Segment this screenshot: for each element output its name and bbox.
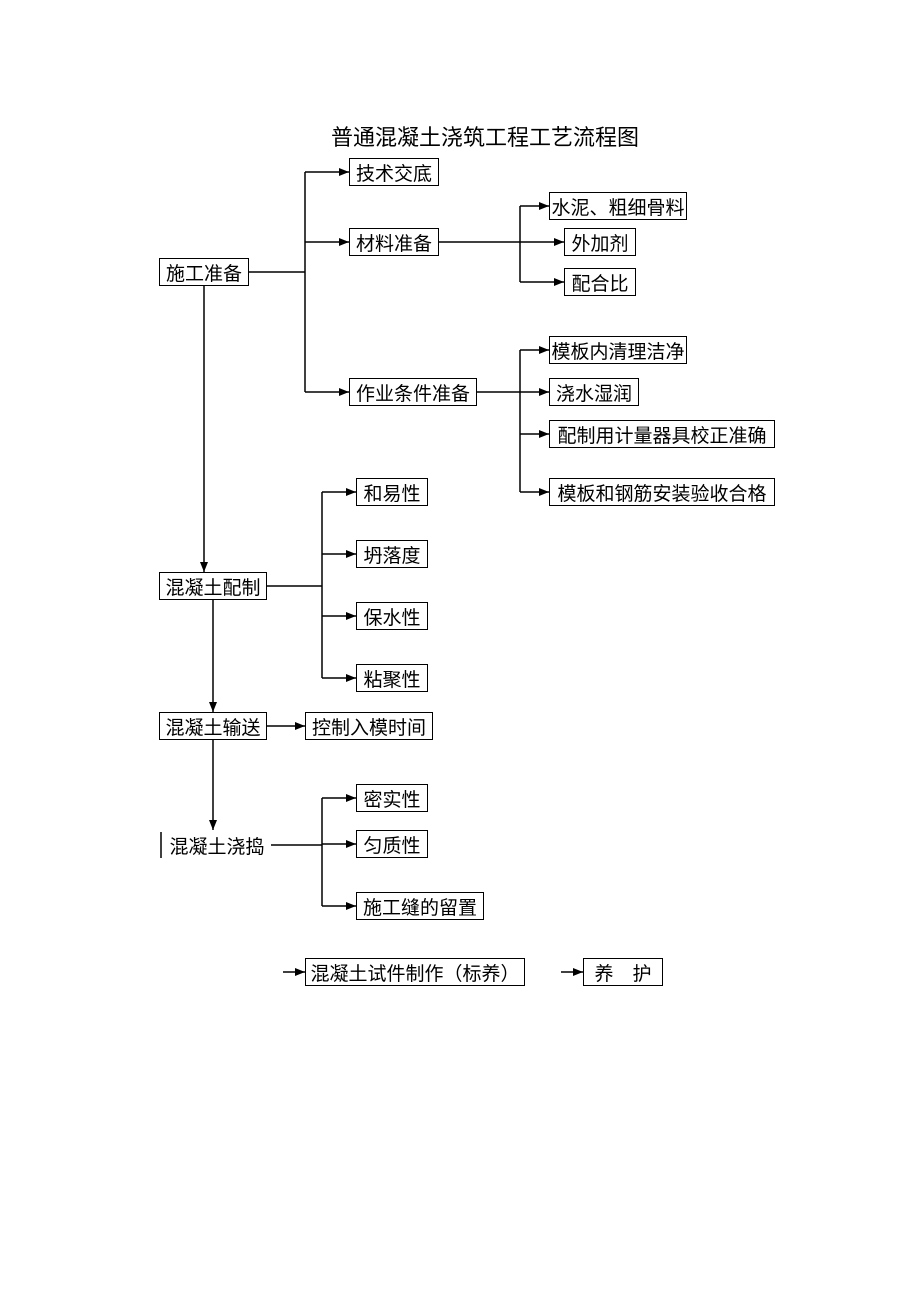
node-n_mbgjys: 模板和钢筋安装验收合格 [549,478,775,506]
node-n_msx: 密实性 [356,784,428,812]
node-n_yh: 养 护 [583,958,663,986]
node-n_sjzz: 混凝土试件制作（标养） [305,958,525,986]
node-n_hntpz: 混凝土配制 [159,572,267,600]
node-n_hyx: 和易性 [356,478,428,506]
node-n_jssr: 浇水湿润 [549,378,639,406]
node-n_sgzb: 施工准备 [159,258,249,286]
node-n_hntjd: 混凝土浇捣 [163,830,271,860]
node-n_phb: 配合比 [564,268,636,296]
node-n_bsx: 保水性 [356,602,428,630]
node-n_kzrms: 控制入模时间 [305,712,433,740]
node-n_snggl: 水泥、粗细骨料 [549,192,687,220]
flowchart-canvas: 普通混凝土浇筑工程工艺流程图技术交底水泥、粗细骨料材料准备 外加剂施工准备 配合比模… [0,0,920,1301]
node-n_pzjqjz: 配制用计量器具校正准确 [549,420,775,448]
diagram-title: 普通混凝土浇筑工程工艺流程图 [325,120,645,152]
node-n_sgflz: 施工缝的留置 [356,892,484,920]
node-n_mbqljj: 模板内清理洁净 [549,336,687,364]
node-n_njx: 粘聚性 [356,664,428,692]
node-n_tld: 坍落度 [356,540,428,568]
node-n_wjj: 外加剂 [564,228,636,256]
node-n_jsjd: 技术交底 [349,158,439,186]
node-n_yzx: 匀质性 [356,830,428,858]
connectors-layer [0,0,920,1301]
node-n_hntss: 混凝土输送 [159,712,267,740]
node-n_clzb: 材料准备 [349,228,439,256]
node-n_zytjzb: 作业条件准备 [349,378,477,406]
